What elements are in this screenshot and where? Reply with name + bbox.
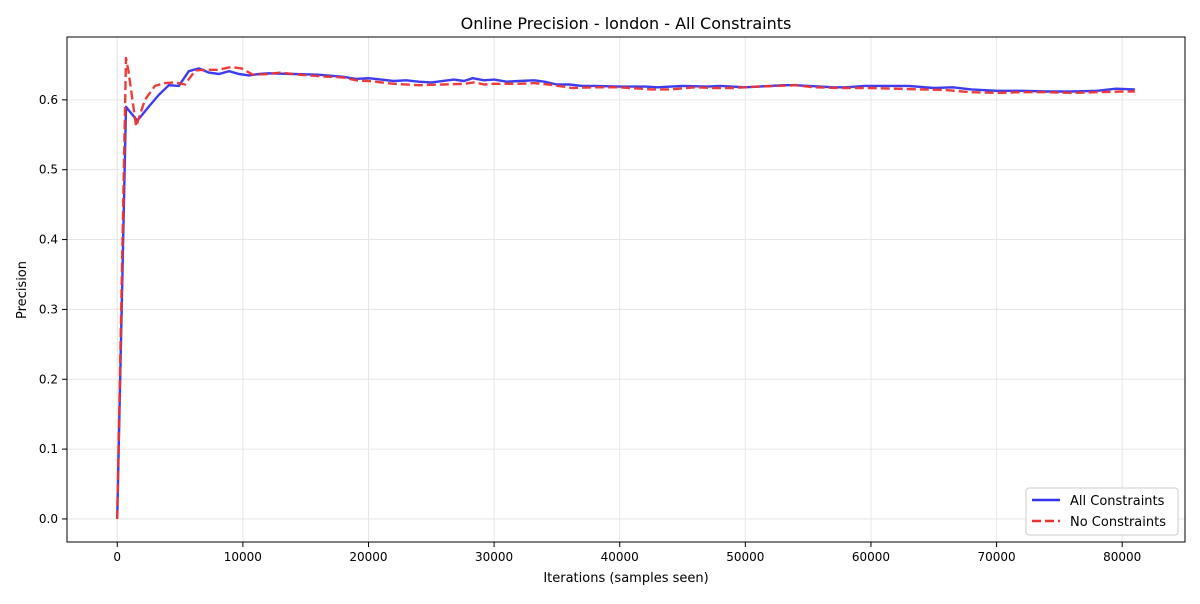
x-tick-label: 30000 bbox=[475, 550, 513, 564]
series-line-no-constraints bbox=[116, 56, 1135, 520]
y-axis-ticks: 0.0 0.1 0.2 0.3 0.4 0.5 0.6 bbox=[39, 93, 67, 526]
y-tick-label: 0.4 bbox=[39, 233, 58, 247]
chart-title: Online Precision - london - All Constrai… bbox=[461, 14, 792, 33]
x-tick-label: 50000 bbox=[726, 550, 764, 564]
x-tick-label: 0 bbox=[113, 550, 121, 564]
y-tick-label: 0.5 bbox=[39, 163, 58, 177]
x-tick-label: 80000 bbox=[1103, 550, 1141, 564]
grid bbox=[67, 37, 1185, 542]
legend-label-all-constraints: All Constraints bbox=[1070, 494, 1165, 509]
y-tick-label: 0.6 bbox=[39, 93, 58, 107]
x-tick-label: 60000 bbox=[852, 550, 890, 564]
x-axis-label: Iterations (samples seen) bbox=[543, 571, 708, 586]
y-axis-label: Precision bbox=[15, 261, 30, 319]
y-tick-label: 0.3 bbox=[39, 302, 58, 316]
legend: All Constraints No Constraints bbox=[1025, 487, 1179, 536]
x-tick-label: 10000 bbox=[224, 550, 262, 564]
series-line-all-constraints bbox=[116, 67, 1135, 520]
x-tick-label: 70000 bbox=[977, 550, 1015, 564]
x-tick-label: 20000 bbox=[349, 550, 387, 564]
legend-label-no-constraints: No Constraints bbox=[1070, 515, 1166, 530]
plot-area-frame bbox=[66, 36, 1186, 543]
x-tick-label: 40000 bbox=[601, 550, 639, 564]
series-lines bbox=[116, 56, 1135, 520]
y-tick-label: 0.1 bbox=[39, 442, 58, 456]
y-tick-label: 0.0 bbox=[39, 512, 58, 526]
legend-box bbox=[1025, 487, 1179, 536]
y-tick-label: 0.2 bbox=[39, 372, 58, 386]
x-axis-ticks: 0 10000 20000 30000 40000 50000 60000 70000 8000… bbox=[113, 542, 1141, 564]
